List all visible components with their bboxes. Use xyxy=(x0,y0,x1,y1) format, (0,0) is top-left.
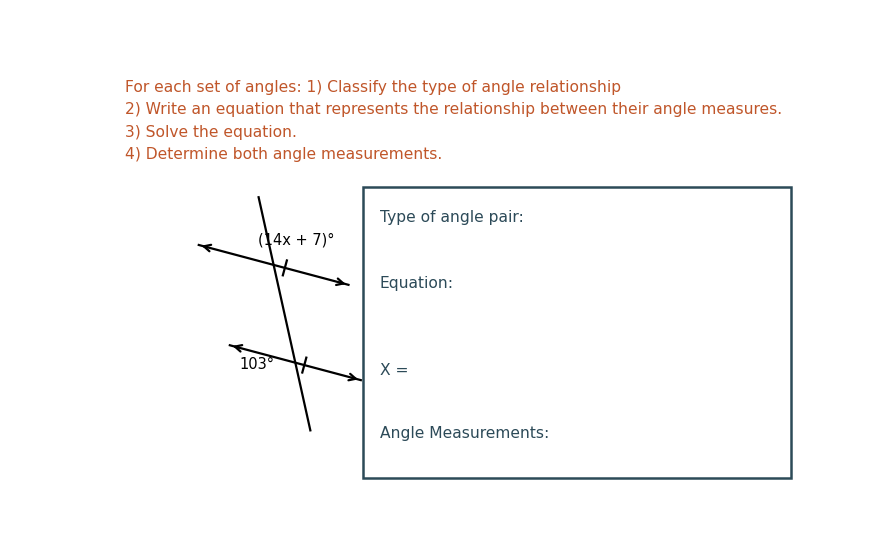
Text: (14x + 7)°: (14x + 7)° xyxy=(258,232,334,247)
Text: Angle Measurements:: Angle Measurements: xyxy=(379,426,548,441)
Text: For each set of angles: 1) Classify the type of angle relationship
2) Write an e: For each set of angles: 1) Classify the … xyxy=(125,80,781,162)
Text: Type of angle pair:: Type of angle pair: xyxy=(379,210,523,225)
Text: 103°: 103° xyxy=(239,357,274,371)
Bar xyxy=(362,187,789,478)
Text: Equation:: Equation: xyxy=(379,275,454,291)
Text: X =: X = xyxy=(379,363,408,378)
